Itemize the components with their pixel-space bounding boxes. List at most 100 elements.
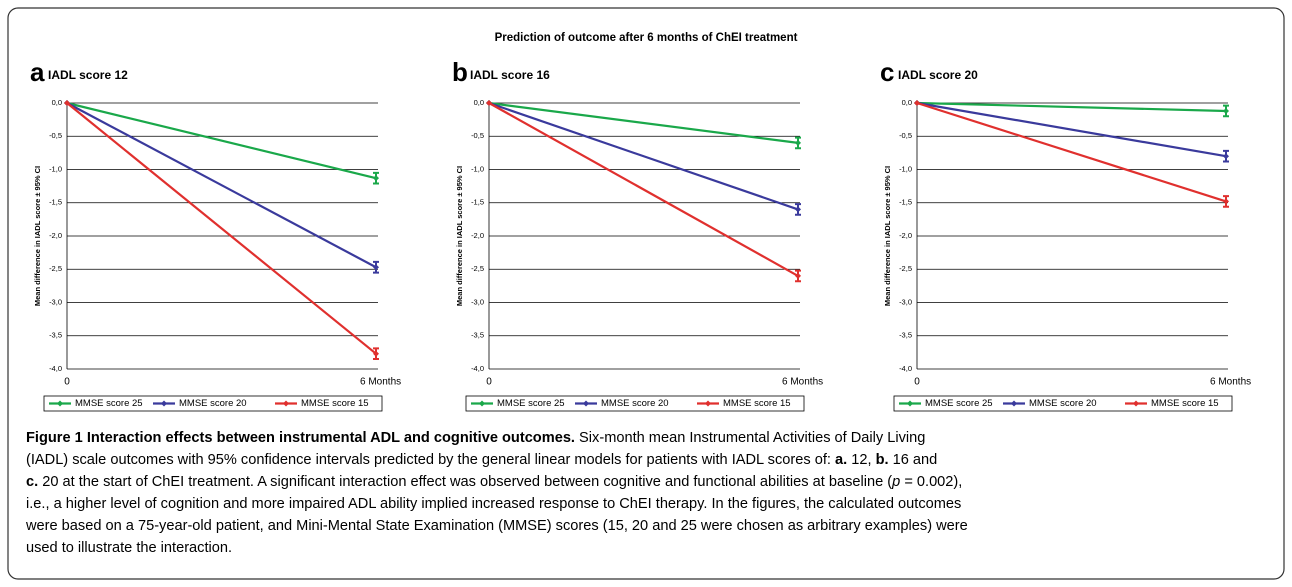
series-line	[488, 101, 799, 211]
error-bar	[1223, 149, 1229, 163]
error-bar	[795, 136, 801, 150]
y-tick-label: 0,0	[902, 98, 912, 107]
y-tick-label: 0,0	[52, 98, 62, 107]
figure-border	[7, 7, 1285, 580]
y-tick-label: -1,0	[899, 164, 912, 173]
series-line	[66, 101, 377, 180]
caption-run: 20 at the start of ChEI treatment. A sig…	[38, 474, 892, 490]
y-tick-label: -0,5	[471, 131, 484, 140]
caption-line: were based on a 75-year-old patient, and…	[25, 518, 968, 534]
caption-run: used to illustrate the interaction.	[26, 540, 232, 556]
y-tick-label: -1,0	[49, 164, 62, 173]
panel-title: IADL score 12	[48, 68, 128, 82]
legend-label: MMSE score 15	[1151, 398, 1219, 409]
caption-line: c. 20 at the start of ChEI treatment. A …	[26, 474, 962, 490]
legend-marker	[705, 400, 711, 407]
caption-run: Figure 1 Interaction effects between ins…	[26, 430, 575, 446]
x-tick-label: 6 Months	[1210, 377, 1251, 388]
series-line	[66, 102, 377, 355]
y-tick-label: -2,5	[899, 264, 912, 273]
point-marker	[64, 100, 70, 106]
panel-letter: a	[30, 57, 45, 87]
caption-run: p	[891, 474, 900, 490]
error-bar	[1223, 195, 1229, 208]
caption-run: = 0.002),	[900, 474, 962, 490]
x-tick-label: 0	[64, 377, 70, 388]
caption-run: c.	[26, 474, 38, 490]
y-axis-label: Mean difference in IADL score ± 95% CI	[455, 166, 464, 306]
series-line	[488, 101, 799, 144]
x-tick-label: 0	[486, 377, 492, 388]
caption-run: i.e., a higher level of cognition and mo…	[26, 496, 961, 512]
legend-marker	[1133, 400, 1139, 407]
caption-line: (IADL) scale outcomes with 95% confidenc…	[26, 452, 937, 468]
caption-run: (IADL) scale outcomes with 95% confidenc…	[26, 452, 835, 468]
error-bar	[795, 269, 801, 283]
y-tick-label: -3,5	[899, 331, 912, 340]
panel-letter: c	[880, 57, 894, 87]
y-tick-label: -0,5	[899, 131, 912, 140]
series-line	[66, 102, 377, 269]
error-bar	[373, 171, 379, 185]
y-tick-label: -4,0	[49, 364, 62, 373]
caption-line: used to illustrate the interaction.	[26, 540, 232, 556]
caption-line: Figure 1 Interaction effects between ins…	[26, 430, 925, 446]
legend-label: MMSE score 25	[925, 398, 993, 409]
legend-label: MMSE score 20	[601, 398, 669, 409]
error-bar	[373, 347, 379, 361]
figure-title: Prediction of outcome after 6 months of …	[495, 32, 798, 44]
caption-run: b.	[876, 452, 889, 468]
error-bar	[795, 203, 801, 216]
caption-run: 12,	[847, 452, 875, 468]
series-line	[488, 102, 799, 277]
y-tick-label: -2,0	[49, 231, 62, 240]
legend-marker	[1011, 400, 1017, 407]
legend-marker	[283, 400, 289, 407]
caption-line: i.e., a higher level of cognition and mo…	[26, 496, 961, 512]
legend-box	[465, 395, 805, 412]
x-tick-label: 6 Months	[360, 377, 401, 388]
y-tick-label: 0,0	[474, 98, 484, 107]
caption-run: 16 and	[889, 452, 938, 468]
y-tick-label: -2,5	[49, 264, 62, 273]
y-tick-label: -4,0	[471, 364, 484, 373]
legend-label: MMSE score 25	[497, 398, 565, 409]
legend-label: MMSE score 25	[75, 398, 143, 409]
y-tick-label: -2,0	[899, 231, 912, 240]
y-tick-label: -3,5	[471, 331, 484, 340]
panel-title: IADL score 16	[470, 68, 550, 82]
legend-marker	[583, 400, 589, 407]
panel-title: IADL score 20	[898, 68, 978, 82]
panel-letter: b	[452, 57, 468, 87]
legend-label: MMSE score 20	[1029, 398, 1097, 409]
y-axis-label: Mean difference in IADL score ± 95% CI	[33, 166, 42, 306]
y-tick-label: -1,5	[471, 198, 484, 207]
x-tick-label: 6 Months	[782, 377, 823, 388]
legend-box	[893, 395, 1233, 412]
y-tick-label: -0,5	[49, 131, 62, 140]
point-marker	[914, 100, 920, 106]
y-tick-label: -3,0	[899, 297, 912, 306]
legend-marker	[57, 400, 63, 407]
error-bar	[373, 260, 379, 274]
y-tick-label: -2,0	[471, 231, 484, 240]
legend-marker	[479, 400, 485, 407]
x-tick-label: 0	[914, 377, 920, 388]
y-tick-label: -1,5	[899, 198, 912, 207]
legend-label: MMSE score 20	[179, 398, 247, 409]
y-tick-label: -4,0	[899, 364, 912, 373]
legend-label: MMSE score 15	[301, 398, 369, 409]
point-marker	[486, 100, 492, 106]
y-tick-label: -3,0	[471, 297, 484, 306]
error-bar	[1223, 104, 1229, 118]
legend-box	[43, 395, 383, 412]
legend-marker	[907, 400, 913, 407]
y-tick-label: -3,0	[49, 297, 62, 306]
y-tick-label: -1,5	[49, 198, 62, 207]
series-line	[916, 101, 1227, 113]
caption-run: Six-month mean Instrumental Activities o…	[575, 430, 925, 446]
series-line	[916, 101, 1227, 203]
y-axis-label: Mean difference in IADL score ± 95% CI	[883, 166, 892, 306]
caption-run: were based on a 75-year-old patient, and…	[25, 518, 968, 534]
